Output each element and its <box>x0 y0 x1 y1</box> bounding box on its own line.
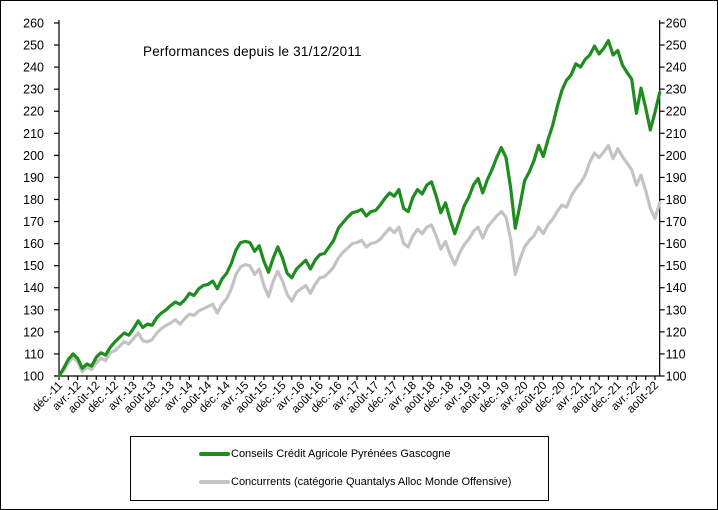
y-axis-label-right: 220 <box>666 105 687 119</box>
y-axis-label-left: 180 <box>23 193 44 207</box>
y-axis-label-right: 190 <box>666 171 687 185</box>
y-axis-label-right: 200 <box>666 149 687 163</box>
y-axis-label-right: 150 <box>666 259 687 273</box>
y-axis-label-left: 100 <box>23 370 44 384</box>
series-concurrents-line <box>57 143 662 378</box>
y-axis-label-right: 240 <box>666 61 687 75</box>
y-axis-label-left: 150 <box>23 259 44 273</box>
y-axis-label-right: 210 <box>666 127 687 141</box>
legend-label-concurrents: Concurrents (catégorie Quantalys Alloc M… <box>231 476 512 488</box>
legend-label-conseils: Conseils Crédit Agricole Pyrénées Gascog… <box>231 448 451 460</box>
y-axis-label-left: 220 <box>23 105 44 119</box>
legend-item-concurrents: Concurrents (catégorie Quantalys Alloc M… <box>131 475 548 489</box>
y-axis-label-left: 140 <box>23 281 44 295</box>
y-axis-label-left: 230 <box>23 83 44 97</box>
y-axis-label-left: 260 <box>23 16 44 30</box>
y-axis-label-right: 140 <box>666 281 687 295</box>
y-axis-label-left: 200 <box>23 149 44 163</box>
series-conseils-line <box>57 38 662 378</box>
y-axis-label-right: 260 <box>666 16 687 30</box>
y-axis-label-right: 160 <box>666 237 687 251</box>
y-axis-label-left: 170 <box>23 215 44 229</box>
y-axis-label-right: 100 <box>666 370 687 384</box>
legend: Conseils Crédit Agricole Pyrénées Gascog… <box>130 436 549 501</box>
y-axis-label-left: 160 <box>23 237 44 251</box>
y-axis-label-right: 250 <box>666 39 687 53</box>
y-axis-label-right: 170 <box>666 215 687 229</box>
y-axis-label-right: 230 <box>666 83 687 97</box>
chart-title: Performances depuis le 31/12/2011 <box>143 44 362 59</box>
y-axis-label-left: 190 <box>23 171 44 185</box>
y-axis-label-left: 250 <box>23 39 44 53</box>
y-axis-label-right: 130 <box>666 303 687 317</box>
y-axis-label-left: 110 <box>24 347 44 361</box>
legend-swatch-conseils-line <box>199 451 230 457</box>
y-axis-label-right: 180 <box>666 193 687 207</box>
y-axis-label-left: 210 <box>23 127 44 141</box>
y-axis-label-left: 130 <box>23 303 44 317</box>
y-axis-label-left: 240 <box>23 61 44 75</box>
y-axis-label-right: 110 <box>666 347 686 361</box>
legend-item-conseils: Conseils Crédit Agricole Pyrénées Gascog… <box>131 447 548 461</box>
legend-swatch-concurrents-line <box>199 479 230 485</box>
y-axis-label-right: 120 <box>666 325 687 339</box>
y-axis-label-left: 120 <box>23 325 44 339</box>
